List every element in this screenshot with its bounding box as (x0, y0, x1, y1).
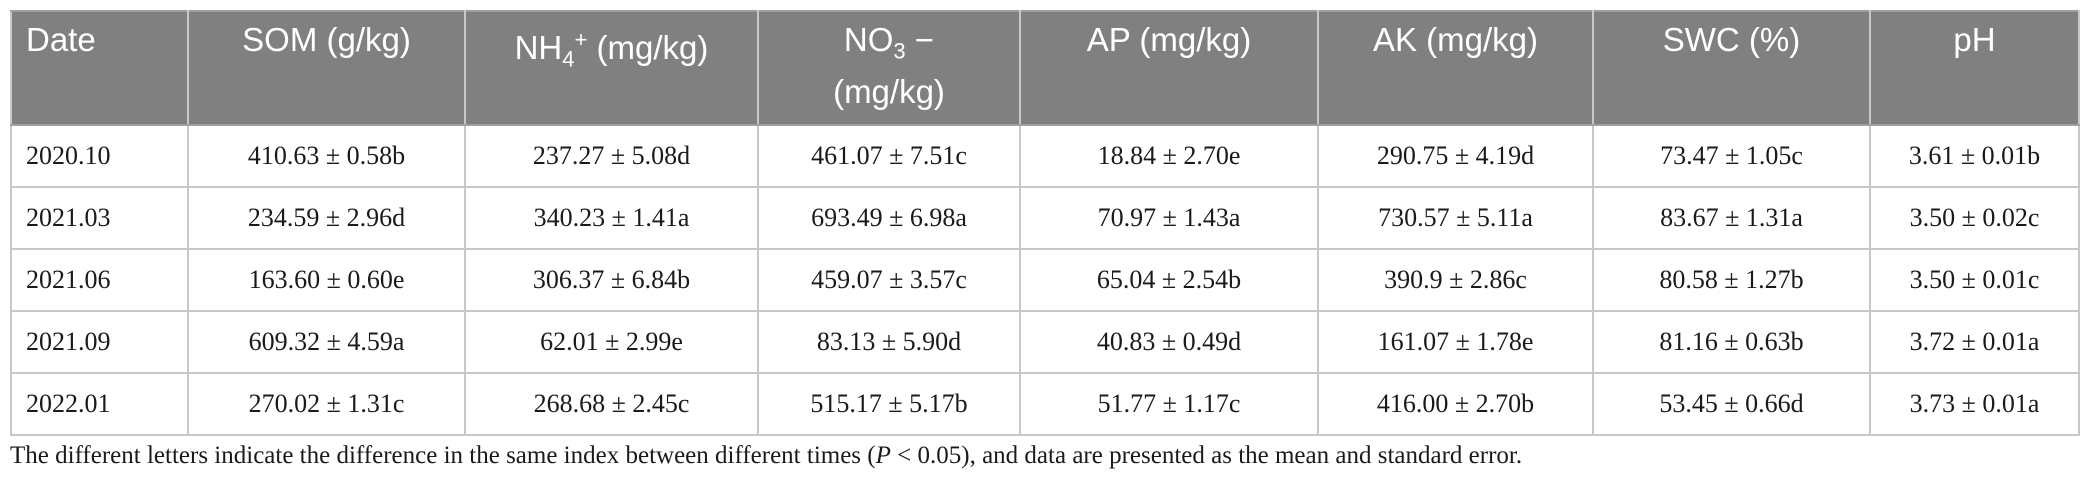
header-ph: pH (1869, 10, 2080, 126)
header-no3-unit: (mg/kg) (833, 72, 945, 110)
footnote-text-end: < 0.05), and data are presented as the m… (890, 442, 1523, 469)
table-cell: 53.45 ± 0.66d (1592, 371, 1871, 436)
table-cell: 730.57 ± 5.11a (1317, 185, 1594, 250)
header-ap-label: AP (mg/kg) (1086, 21, 1252, 58)
table-footnote: The different letters indicate the diffe… (10, 442, 1522, 470)
header-ak: AK (mg/kg) (1317, 10, 1594, 126)
table-cell: 83.67 ± 1.31a (1592, 185, 1871, 250)
table-cell-date: 2021.03 (10, 185, 189, 250)
header-som-label: SOM (g/kg) (242, 21, 411, 58)
table-cell: 3.73 ± 0.01a (1869, 371, 2080, 436)
table-cell: 80.58 ± 1.27b (1592, 247, 1871, 312)
header-ak-label: AK (mg/kg) (1372, 21, 1539, 58)
data-table-container: Date SOM (g/kg) NH4+ (mg/kg) NO3 − (mg/kg… (10, 10, 2080, 436)
table-row: 2022.01 270.02 ± 1.31c 268.68 ± 2.45c 51… (10, 371, 2080, 436)
table-cell: 270.02 ± 1.31c (187, 371, 466, 436)
table-cell: 515.17 ± 5.17b (757, 371, 1021, 436)
header-no3-charge: − (905, 21, 935, 58)
table-cell: 306.37 ± 6.84b (464, 247, 759, 312)
header-no3: NO3 − (mg/kg) (757, 10, 1021, 126)
table-cell: 3.50 ± 0.01c (1869, 247, 2080, 312)
table-cell: 234.59 ± 2.96d (187, 185, 466, 250)
soil-properties-table: Date SOM (g/kg) NH4+ (mg/kg) NO3 − (mg/kg… (10, 10, 2080, 436)
table-cell: 390.9 ± 2.86c (1317, 247, 1594, 312)
table-cell: 268.68 ± 2.45c (464, 371, 759, 436)
header-nh4-unit: (mg/kg) (587, 29, 709, 66)
table-cell: 51.77 ± 1.17c (1019, 371, 1319, 436)
table-cell: 3.50 ± 0.02c (1869, 185, 2080, 250)
table-cell: 18.84 ± 2.70e (1019, 123, 1319, 188)
header-ph-label: pH (1953, 21, 1996, 58)
table-cell: 237.27 ± 5.08d (464, 123, 759, 188)
table-cell: 410.63 ± 0.58b (187, 123, 466, 188)
header-nh4-superscript: + (574, 27, 588, 52)
table-cell: 693.49 ± 6.98a (757, 185, 1021, 250)
header-nh4-subscript: 4 (562, 46, 575, 72)
table-row: 2021.09 609.32 ± 4.59a 62.01 ± 2.99e 83.… (10, 309, 2080, 374)
table-cell: 65.04 ± 2.54b (1019, 247, 1319, 312)
table-row: 2020.10 410.63 ± 0.58b 237.27 ± 5.08d 46… (10, 123, 2080, 188)
header-date: Date (10, 10, 189, 126)
table-cell: 3.72 ± 0.01a (1869, 309, 2080, 374)
header-swc: SWC (%) (1592, 10, 1871, 126)
footnote-p-symbol: P (875, 442, 891, 469)
table-cell: 62.01 ± 2.99e (464, 309, 759, 374)
table-cell-date: 2022.01 (10, 371, 189, 436)
header-no3-subscript: 3 (893, 38, 906, 64)
table-row: 2021.03 234.59 ± 2.96d 340.23 ± 1.41a 69… (10, 185, 2080, 250)
table-cell-date: 2020.10 (10, 123, 189, 188)
header-nh4-base: NH (514, 29, 563, 66)
table-cell: 459.07 ± 3.57c (757, 247, 1021, 312)
header-ap: AP (mg/kg) (1019, 10, 1319, 126)
footnote-text-start: The different letters indicate the diffe… (10, 442, 876, 469)
table-cell: 609.32 ± 4.59a (187, 309, 466, 374)
table-cell: 70.97 ± 1.43a (1019, 185, 1319, 250)
table-cell: 461.07 ± 7.51c (757, 123, 1021, 188)
table-cell: 40.83 ± 0.49d (1019, 309, 1319, 374)
table-cell-date: 2021.06 (10, 247, 189, 312)
table-cell: 416.00 ± 2.70b (1317, 371, 1594, 436)
table-cell: 3.61 ± 0.01b (1869, 123, 2080, 188)
table-cell: 161.07 ± 1.78e (1317, 309, 1594, 374)
header-date-label: Date (26, 21, 96, 58)
table-cell: 81.16 ± 0.63b (1592, 309, 1871, 374)
table-cell-date: 2021.09 (10, 309, 189, 374)
table-cell: 83.13 ± 5.90d (757, 309, 1021, 374)
table-cell: 290.75 ± 4.19d (1317, 123, 1594, 188)
header-swc-label: SWC (%) (1662, 21, 1801, 58)
table-cell: 340.23 ± 1.41a (464, 185, 759, 250)
header-nh4: NH4+ (mg/kg) (464, 10, 759, 126)
header-no3-base: NO (843, 21, 894, 58)
table-cell: 73.47 ± 1.05c (1592, 123, 1871, 188)
header-som: SOM (g/kg) (187, 10, 466, 126)
table-row: 2021.06 163.60 ± 0.60e 306.37 ± 6.84b 45… (10, 247, 2080, 312)
header-row: Date SOM (g/kg) NH4+ (mg/kg) NO3 − (mg/kg… (10, 10, 2080, 126)
table-cell: 163.60 ± 0.60e (187, 247, 466, 312)
